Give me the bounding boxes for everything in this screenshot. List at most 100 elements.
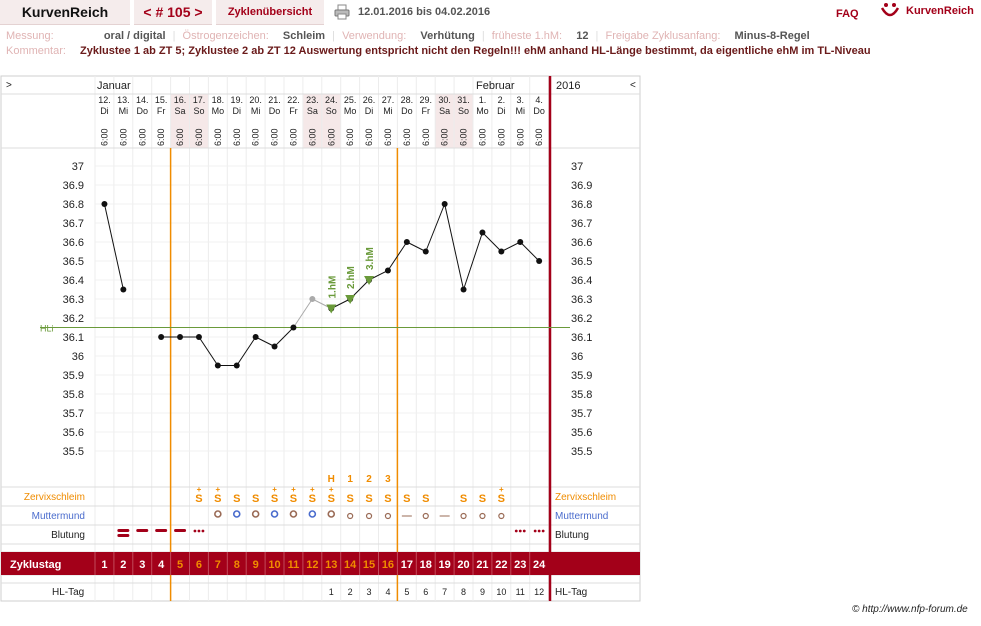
day-time-label: 6:00 xyxy=(402,128,412,146)
cycle-overview-link[interactable]: Zyklenübersicht xyxy=(216,0,324,25)
zervix-plus: + xyxy=(310,485,315,494)
temperature-segment xyxy=(444,203,465,290)
kommentar-label: Kommentar: xyxy=(6,45,66,57)
hl-day-number: 2 xyxy=(348,587,353,597)
zervix-plus: + xyxy=(272,485,277,494)
cycle-day-number: 20 xyxy=(457,559,469,571)
day-weekday-label: Do xyxy=(269,106,281,116)
muttermund-open-icon xyxy=(270,510,279,518)
brand-title[interactable]: KurvenReich xyxy=(0,0,130,25)
muttermund-medium-icon xyxy=(460,512,467,520)
day-time-label: 6:00 xyxy=(364,128,374,146)
zervix-symbol: S xyxy=(403,493,410,505)
zervix-symbol: S xyxy=(384,493,391,505)
y-tick-label-right: 36.5 xyxy=(571,256,592,268)
muttermund-open-icon xyxy=(289,510,298,518)
temperature-point xyxy=(101,201,108,207)
day-time-label: 6:00 xyxy=(232,128,242,146)
footer-credit[interactable]: © http://www.nfp-forum.de xyxy=(852,604,968,615)
day-date-label: 20. xyxy=(249,95,262,105)
temperature-segment xyxy=(501,241,521,252)
temperature-point xyxy=(120,286,127,293)
temperature-segment xyxy=(198,336,219,366)
y-tick-label-right: 35.5 xyxy=(571,446,592,458)
y-tick-label-right: 36.3 xyxy=(571,294,592,306)
day-time-label: 6:00 xyxy=(251,128,261,146)
day-weekday-label: Mo xyxy=(344,106,357,116)
temperature-segment xyxy=(519,241,540,262)
day-date-label: 30. xyxy=(438,95,451,105)
zervix-plus: + xyxy=(291,485,296,494)
temperature-segment xyxy=(103,203,124,290)
day-time-label: 6:00 xyxy=(459,128,469,146)
cycle-day-number: 12 xyxy=(306,559,318,571)
high-marker-triangle xyxy=(364,276,375,285)
temperature-segment xyxy=(236,336,257,366)
day-date-label: 15. xyxy=(155,95,168,105)
logo-text[interactable]: KurvenReich xyxy=(906,5,974,17)
printer-icon[interactable] xyxy=(334,4,350,20)
faq-link[interactable]: FAQ xyxy=(836,8,859,20)
y-tick-label-left: 35.8 xyxy=(63,389,84,401)
cycle-day-number: 10 xyxy=(268,559,280,571)
zervix-symbol: S xyxy=(290,493,297,505)
row-label-muttermund-right: Muttermund xyxy=(555,511,608,522)
cycle-number-nav[interactable]: < # 105 > xyxy=(134,0,212,25)
day-time-label: 6:00 xyxy=(175,128,185,146)
weekend-header-shade xyxy=(435,94,455,148)
logo-icon[interactable] xyxy=(880,2,900,20)
weekend-header-shade xyxy=(321,94,341,148)
cycle-day-number: 23 xyxy=(514,559,526,571)
y-tick-label-right: 36.2 xyxy=(571,313,592,325)
day-date-label: 1. xyxy=(479,95,487,105)
zervix-symbol: S xyxy=(479,493,486,505)
muttermund-open-icon xyxy=(251,510,260,518)
day-weekday-label: Di xyxy=(100,106,109,116)
high-marker-label: 2.hM xyxy=(346,266,357,289)
bleeding-bar xyxy=(174,529,187,532)
temperature-point xyxy=(271,343,278,350)
day-time-label: 6:00 xyxy=(288,128,298,146)
day-time-label: 6:00 xyxy=(307,128,317,146)
row-label-zervix-right: Zervixschleim xyxy=(555,492,616,503)
muttermund-open-icon xyxy=(308,510,317,518)
day-weekday-label: Di xyxy=(497,106,506,116)
day-time-label: 6:00 xyxy=(118,128,128,146)
y-tick-label-right: 36.7 xyxy=(571,218,592,230)
spotting-dot xyxy=(522,529,526,533)
day-time-label: 6:00 xyxy=(440,128,450,146)
cycle-day-number: 15 xyxy=(363,559,375,571)
high-marker-label: 1.hM xyxy=(327,276,338,299)
temperature-point xyxy=(460,286,467,293)
y-tick-label-right: 35.6 xyxy=(571,427,592,439)
temperature-point xyxy=(195,334,202,340)
day-time-label: 6:00 xyxy=(515,128,525,146)
year-label: 2016 xyxy=(556,80,580,92)
muttermund-open-icon xyxy=(214,510,222,518)
cycle-day-number: 16 xyxy=(382,559,394,571)
row-label-zyklustag: Zyklustag xyxy=(10,559,61,571)
day-date-label: 13. xyxy=(117,95,130,105)
zervix-symbol: S xyxy=(498,493,505,505)
y-tick-label-left: 36.6 xyxy=(63,237,84,249)
y-tick-label-left: 36.7 xyxy=(63,218,84,230)
muttermund-medium-icon xyxy=(384,512,392,520)
temperature-point xyxy=(422,248,429,255)
y-tick-label-right: 36.8 xyxy=(571,199,592,211)
spotting-dot xyxy=(201,529,205,533)
day-weekday-label: Do xyxy=(401,106,413,116)
day-time-label: 6:00 xyxy=(99,128,109,146)
verwendung-label: Verwendung: xyxy=(342,30,407,42)
temperature-point xyxy=(479,229,486,236)
hl-day-number: 3 xyxy=(367,587,372,597)
day-date-label: 23. xyxy=(306,95,319,105)
temperature-point xyxy=(158,334,165,340)
nav-prev-icon[interactable]: > xyxy=(6,80,12,91)
day-date-label: 29. xyxy=(419,95,432,105)
y-tick-label-left: 36.4 xyxy=(63,275,84,287)
spotting-dot xyxy=(514,529,518,533)
day-weekday-label: Mo xyxy=(476,106,489,116)
nav-next-icon[interactable]: < xyxy=(630,80,636,91)
row-label-blutung-right: Blutung xyxy=(555,530,589,541)
